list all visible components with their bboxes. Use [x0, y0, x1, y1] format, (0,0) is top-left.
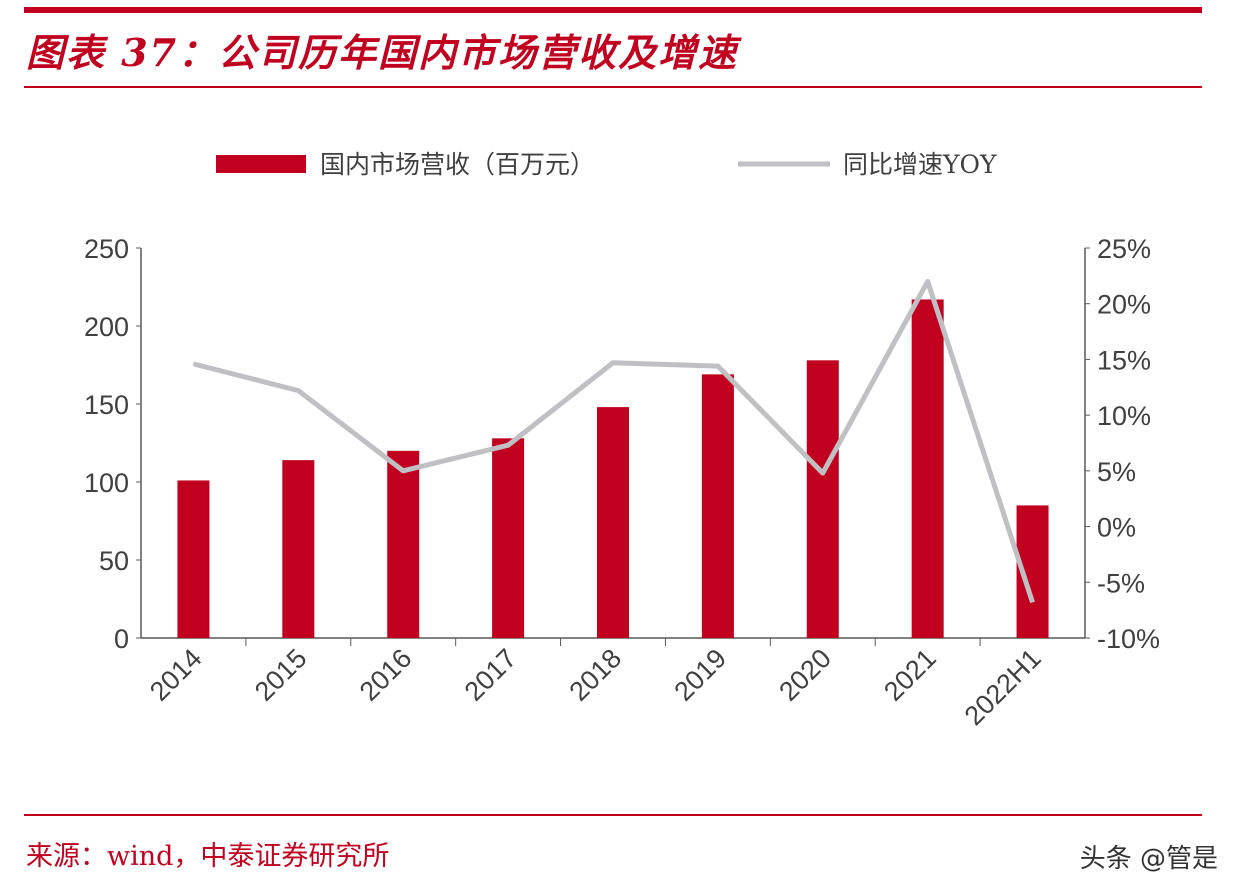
bar-2019 [701, 374, 734, 638]
right-tick-label: 25% [1097, 234, 1151, 264]
right-tick-label: 15% [1097, 345, 1151, 375]
x-tick-label: 2020 [773, 643, 837, 707]
right-tick-label: -10% [1097, 624, 1160, 654]
right-tick-label: 0% [1097, 513, 1136, 543]
bar-2017 [492, 438, 525, 638]
legend-bar-label: 国内市场营收（百万元） [320, 150, 595, 179]
source-note: 来源：wind，中泰证券研究所 [26, 841, 390, 872]
x-tick-label: 2021 [878, 643, 942, 707]
x-tick-label: 2014 [144, 643, 208, 707]
bar-2021 [911, 299, 944, 638]
left-tick-label: 100 [84, 468, 129, 498]
title-divider [24, 86, 1202, 88]
x-tick-label: 2017 [459, 643, 523, 707]
bar-2016 [387, 450, 420, 638]
left-tick-label: 50 [99, 546, 129, 576]
x-tick-label: 2019 [668, 643, 732, 707]
x-tick-label: 2016 [354, 643, 418, 707]
bar-2020 [806, 360, 839, 638]
x-tick-label: 2022H1 [959, 643, 1047, 731]
legend-line-label: 同比增速YOY [843, 150, 997, 179]
top-accent-bar [24, 7, 1202, 13]
right-tick-label: 5% [1097, 457, 1136, 487]
left-tick-label: 250 [84, 234, 129, 264]
bar-2015 [282, 460, 315, 638]
legend-bar-swatch [216, 155, 306, 173]
bar-2018 [597, 407, 629, 638]
watermark: 头条 @管是 [1079, 844, 1218, 874]
chart-title: 图表 37：公司历年国内市场营收及增速 [26, 30, 739, 75]
right-tick-label: 10% [1097, 401, 1151, 431]
bar-2014 [177, 480, 210, 638]
x-tick-label: 2015 [249, 643, 313, 707]
footer-divider [24, 814, 1202, 816]
left-tick-label: 150 [84, 390, 129, 420]
left-tick-label: 200 [84, 312, 129, 342]
right-tick-label: -5% [1097, 568, 1145, 598]
x-tick-label: 2018 [564, 643, 628, 707]
left-tick-label: 0 [114, 624, 129, 654]
right-tick-label: 20% [1097, 290, 1151, 320]
